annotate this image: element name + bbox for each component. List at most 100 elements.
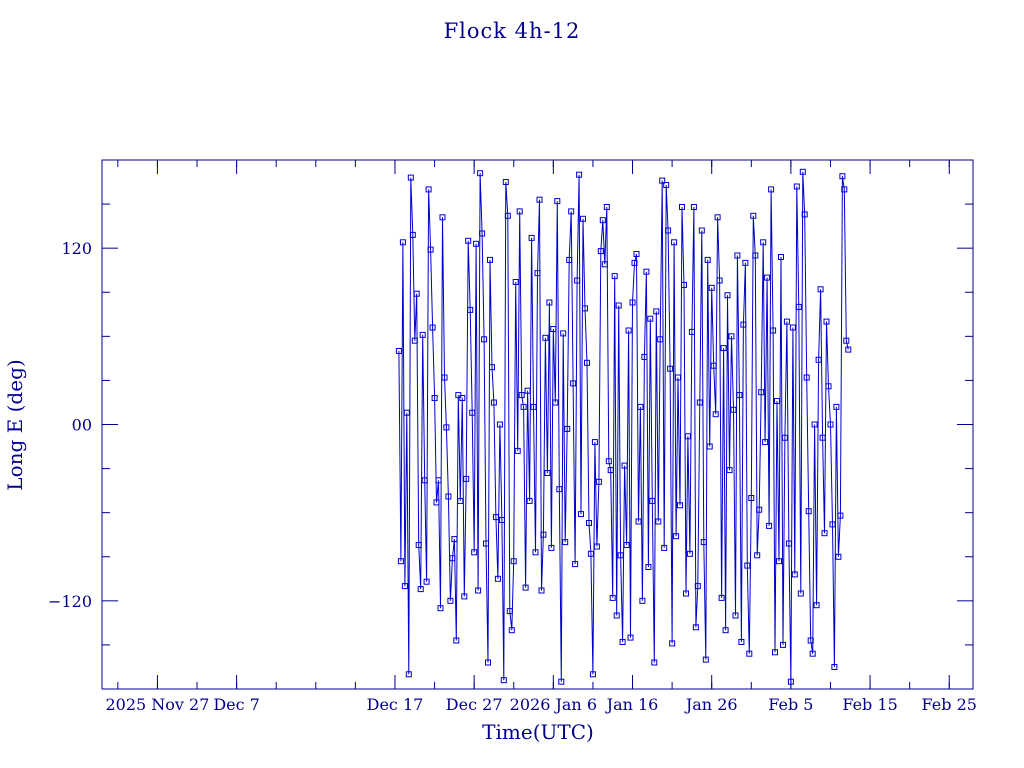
data-point <box>447 597 454 604</box>
data-point <box>787 678 794 685</box>
data-point <box>582 305 588 312</box>
data-point <box>665 227 672 234</box>
data-point <box>696 399 703 406</box>
data-point <box>566 256 573 263</box>
data-point <box>688 328 695 335</box>
data-point <box>475 587 482 594</box>
data-point <box>471 549 478 556</box>
data-point <box>520 403 527 410</box>
data-point <box>597 248 604 255</box>
x-tick-label: Dec 17 <box>367 695 424 714</box>
x-tick-label: 2026 Jan 6 <box>510 695 597 714</box>
data-point <box>671 239 678 246</box>
data-point <box>780 641 786 648</box>
data-point <box>554 198 561 205</box>
data-point <box>540 531 547 538</box>
data-point <box>754 552 761 559</box>
data-point <box>839 173 846 180</box>
data-point <box>801 211 808 218</box>
data-point <box>714 214 721 221</box>
data-point <box>706 443 713 450</box>
data-point <box>617 552 624 559</box>
data-point <box>500 677 507 684</box>
data-point <box>512 279 519 285</box>
data-point <box>516 208 523 215</box>
data-point <box>546 299 553 306</box>
data-point <box>427 246 434 253</box>
data-point <box>785 540 792 547</box>
data-point <box>439 214 446 221</box>
data-point <box>411 337 418 344</box>
data-point <box>504 212 511 219</box>
data-point <box>613 612 620 619</box>
data-point <box>823 318 830 325</box>
data-point <box>667 365 674 372</box>
y-axis-label: Long E (deg) <box>3 359 27 490</box>
data-point <box>415 542 422 548</box>
data-point <box>772 649 778 656</box>
data-point <box>649 497 656 504</box>
data-point <box>552 399 559 406</box>
data-point <box>536 196 543 203</box>
data-point <box>413 290 420 297</box>
data-point <box>510 558 517 565</box>
data-point <box>738 639 745 645</box>
data-point <box>783 318 790 325</box>
data-point <box>661 544 668 551</box>
data-point <box>732 612 739 619</box>
data-point <box>647 315 654 322</box>
data-point <box>621 462 628 469</box>
x-tick-label: Jan 16 <box>605 695 659 714</box>
axis-tick-labels: 2025 Nov 27 Dec 7 Dec 17 Dec 27 2026 Jan 6 Ja… <box>48 239 977 714</box>
data-point <box>429 324 436 331</box>
data-point <box>437 605 444 612</box>
data-point <box>752 252 759 259</box>
data-point <box>748 495 755 501</box>
data-point <box>611 273 618 280</box>
data-point <box>718 594 725 601</box>
data-point <box>829 521 836 528</box>
data-point <box>673 533 680 540</box>
data-point <box>789 324 796 331</box>
data-point <box>496 421 503 428</box>
data-point <box>793 183 800 190</box>
data-point <box>692 624 699 631</box>
data-point <box>403 409 410 416</box>
data-point <box>683 590 689 597</box>
data-point <box>827 421 834 428</box>
data-point <box>679 204 685 210</box>
data-point <box>726 467 733 474</box>
data-point <box>730 406 737 413</box>
data-point <box>425 186 432 193</box>
data-point <box>762 439 769 446</box>
data-point <box>514 447 521 454</box>
data-point <box>615 302 622 309</box>
x-tick-label: Feb 15 <box>842 695 897 714</box>
data-point <box>534 270 541 277</box>
data-point <box>603 204 610 210</box>
data-point <box>756 506 763 513</box>
data-point <box>542 334 549 341</box>
data-point <box>764 274 771 281</box>
data-point <box>663 182 670 188</box>
data-point <box>805 508 812 515</box>
data-point <box>508 627 515 634</box>
data-point <box>423 578 430 585</box>
data-point <box>797 590 804 597</box>
data-point <box>548 544 555 551</box>
data-point <box>443 424 450 431</box>
x-tick-label: Dec 7 <box>213 695 260 714</box>
data-point <box>811 421 818 428</box>
data-point <box>629 299 636 306</box>
data-point <box>675 374 681 381</box>
data-point <box>401 583 408 590</box>
data-point <box>490 399 497 406</box>
data-point <box>740 321 747 328</box>
data-point <box>817 286 824 293</box>
data-point <box>845 346 852 353</box>
data-point <box>445 493 452 500</box>
data-point <box>770 327 777 334</box>
data-point <box>803 374 810 381</box>
data-point <box>659 177 666 184</box>
